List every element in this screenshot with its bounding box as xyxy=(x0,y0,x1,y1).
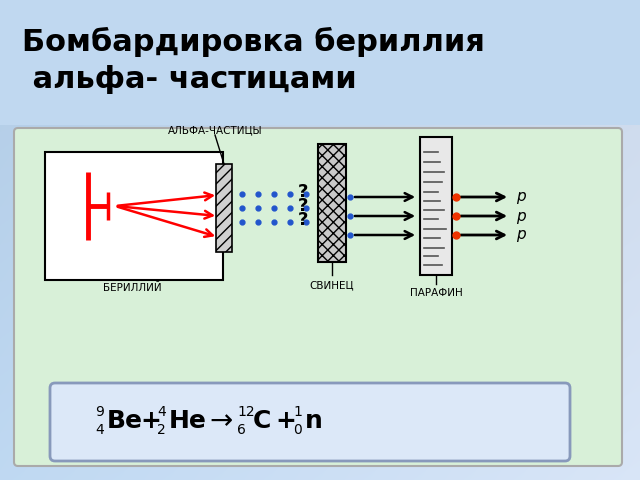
Text: C: C xyxy=(253,409,271,433)
Text: ?: ? xyxy=(298,211,308,229)
Text: →: → xyxy=(209,407,232,435)
Text: n: n xyxy=(305,409,323,433)
FancyBboxPatch shape xyxy=(14,128,622,466)
Text: 2: 2 xyxy=(157,423,166,437)
Text: р: р xyxy=(516,190,525,204)
Text: 12: 12 xyxy=(237,405,255,419)
Text: Бомбардировка бериллия: Бомбардировка бериллия xyxy=(22,27,485,57)
Text: р: р xyxy=(516,228,525,242)
Text: р: р xyxy=(516,208,525,224)
Bar xyxy=(318,144,346,262)
Text: 4: 4 xyxy=(95,423,104,437)
Text: 4: 4 xyxy=(157,405,166,419)
Text: ?: ? xyxy=(298,183,308,201)
Text: 9: 9 xyxy=(95,405,104,419)
Text: альфа- частицами: альфа- частицами xyxy=(22,65,356,94)
Text: СВИНЕЦ: СВИНЕЦ xyxy=(310,280,355,290)
Text: 6: 6 xyxy=(237,423,246,437)
Text: 0: 0 xyxy=(293,423,301,437)
Bar xyxy=(420,137,452,275)
FancyBboxPatch shape xyxy=(50,383,570,461)
Text: АЛЬФА-ЧАСТИЦЫ: АЛЬФА-ЧАСТИЦЫ xyxy=(168,125,262,135)
Text: ?: ? xyxy=(298,197,308,215)
Text: ПАРАФИН: ПАРАФИН xyxy=(410,288,462,298)
Text: 1: 1 xyxy=(293,405,302,419)
Bar xyxy=(45,152,223,280)
Bar xyxy=(0,0,640,125)
Text: +: + xyxy=(275,409,296,433)
Text: He: He xyxy=(169,409,207,433)
Bar xyxy=(216,164,232,252)
Text: Be: Be xyxy=(107,409,143,433)
Text: +: + xyxy=(140,409,161,433)
Text: БЕРИЛЛИЙ: БЕРИЛЛИЙ xyxy=(102,283,161,293)
